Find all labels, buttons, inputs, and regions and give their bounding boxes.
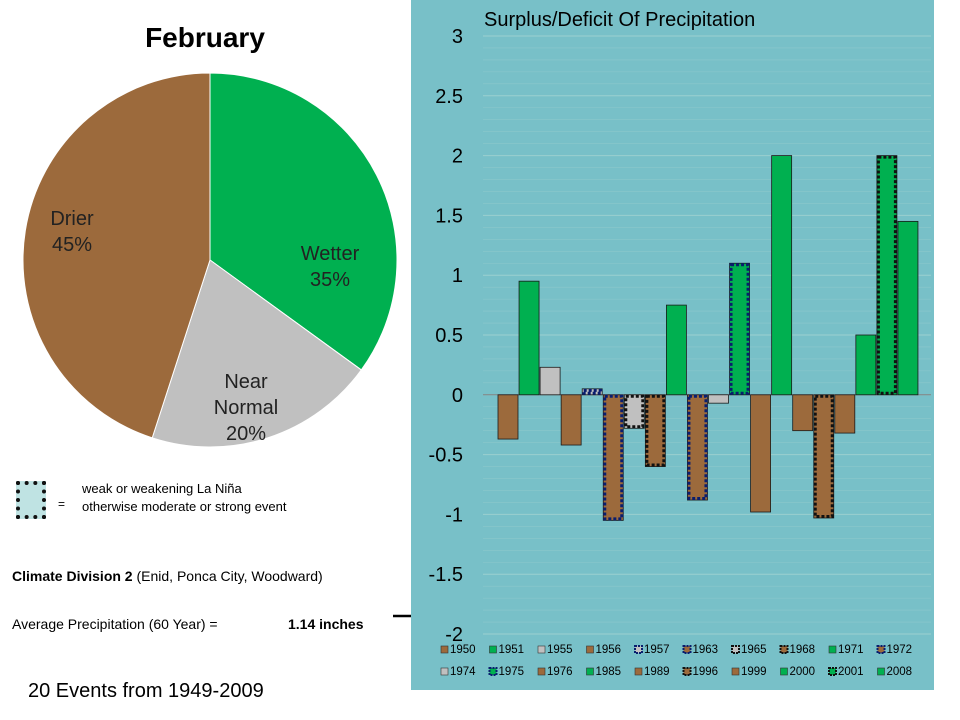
legend-swatch-1972	[876, 645, 886, 654]
legend-label-1951: 1951	[499, 644, 525, 656]
legend-label-1976: 1976	[547, 666, 573, 678]
legend-label-1956: 1956	[596, 644, 622, 656]
legend-swatch-1975	[488, 667, 498, 676]
key-equals: =	[58, 497, 66, 511]
bar-outline-1963	[603, 394, 624, 521]
legend-swatch-1957	[634, 645, 643, 654]
division-cities: (Enid, Ponca City, Woodward)	[132, 568, 323, 584]
avg-precip-label: Average Precipitation (60 Year) =	[12, 616, 218, 632]
y-tick-label: 2.5	[435, 86, 463, 108]
bar-1950	[497, 394, 519, 440]
legend-label-1972: 1972	[887, 644, 913, 656]
bar-2000	[855, 334, 877, 396]
legend-swatch-1950	[440, 645, 449, 654]
bar-1971	[665, 304, 687, 396]
bar-1989	[792, 394, 814, 432]
y-tick-label: -1	[445, 504, 463, 526]
y-tick-label: 1.5	[435, 205, 463, 227]
bar-1956	[560, 394, 582, 446]
legend-swatch-1974	[440, 667, 449, 676]
climate-division: Climate Division 2 (Enid, Ponca City, Wo…	[12, 568, 323, 584]
bar-1955	[539, 366, 561, 396]
legend-swatch-1989	[634, 667, 643, 676]
legend-label-1985: 1985	[596, 666, 622, 678]
legend-label-1974: 1974	[450, 666, 476, 678]
bar-outline-1996	[813, 394, 834, 518]
y-tick-label: 0	[452, 385, 463, 407]
y-tick-label: 1	[452, 265, 463, 287]
legend-label-1971: 1971	[838, 644, 864, 656]
legend-swatch-2001	[828, 667, 837, 676]
bar-2008	[897, 220, 919, 396]
legend-swatch-1955	[537, 645, 546, 654]
legend-swatch-2008	[877, 667, 885, 676]
bar-outline-1965	[624, 394, 645, 429]
legend-swatch-1996	[682, 667, 692, 676]
pie-label-near: Near Normal 20%	[214, 371, 278, 445]
y-tick-label: -0.5	[429, 445, 463, 467]
pie-slice-near	[151, 259, 362, 448]
bar-chart: 3 2.5 2 1.5 1 0.5 0 -0.5 -1 -1.5 -2 Surplus/Deficit…	[411, 0, 934, 690]
legend-swatch-1976	[537, 667, 546, 676]
y-tick-label: -2	[445, 624, 463, 646]
legend-label-1950: 1950	[450, 644, 476, 656]
y-tick-label: 0.5	[435, 325, 463, 347]
la-nina-key-swatch	[16, 481, 46, 519]
pie-slice-wetter	[209, 72, 398, 371]
legend-swatch-1999	[731, 667, 740, 676]
pie-label-drier: Drier 45%	[50, 208, 94, 256]
pie-title: February	[145, 22, 265, 53]
key-line-strong: otherwise moderate or strong event	[82, 499, 287, 514]
y-tick-label: 2	[452, 146, 463, 168]
bar-1974	[708, 394, 729, 404]
bar-outline-1968	[645, 394, 666, 467]
division-name: Climate Division 2	[12, 568, 133, 584]
legend-swatch-1951	[489, 645, 497, 654]
bar-1999	[834, 394, 856, 434]
legend-label-1957: 1957	[644, 644, 670, 656]
legend-swatch-1968	[779, 645, 789, 654]
legend-label-2000: 2000	[790, 666, 816, 678]
legend-label-1968: 1968	[790, 644, 816, 656]
pie-slice-drier	[22, 72, 211, 439]
bar-outline-1972	[687, 394, 708, 501]
pie-chart: Wetter 35% Near Normal 20% Drier 45%	[22, 72, 398, 448]
bar-1957	[581, 388, 603, 396]
bar-1985	[771, 155, 793, 396]
bar-outline-2001	[876, 155, 897, 395]
legend-label-1999: 1999	[741, 666, 767, 678]
legend-swatch-1971	[828, 645, 837, 654]
events-summary: 20 Events from 1949-2009	[28, 680, 264, 702]
legend-swatch-1963	[682, 645, 692, 654]
avg-precip-value: 1.14 inches	[288, 616, 364, 632]
legend-label-2008: 2008	[887, 666, 913, 678]
pie-label-wetter: Wetter 35%	[301, 243, 360, 291]
key-description: weak or weakening La Niña otherwise mode…	[82, 480, 287, 516]
legend-label-1955: 1955	[547, 644, 573, 656]
bar-outline-1975	[729, 263, 750, 395]
legend-label-1975: 1975	[499, 666, 525, 678]
bar-1976	[750, 394, 772, 513]
legend-label-1996: 1996	[693, 666, 719, 678]
legend-label-2001: 2001	[838, 666, 864, 678]
legend-label-1989: 1989	[644, 666, 670, 678]
legend-swatch-2000	[780, 667, 788, 676]
legend-swatch-1956	[586, 645, 594, 654]
y-tick-label: -1.5	[429, 564, 463, 586]
legend-swatch-1965	[731, 645, 740, 654]
legend-label-1965: 1965	[741, 644, 767, 656]
chart-title: Surplus/Deficit Of Precipitation	[484, 9, 755, 31]
y-tick-label: 3	[452, 26, 463, 48]
key-line-weak: weak or weakening La Niña	[82, 481, 242, 496]
legend-label-1963: 1963	[693, 644, 719, 656]
legend-swatch-1985	[586, 667, 594, 676]
bar-1951	[518, 280, 540, 396]
